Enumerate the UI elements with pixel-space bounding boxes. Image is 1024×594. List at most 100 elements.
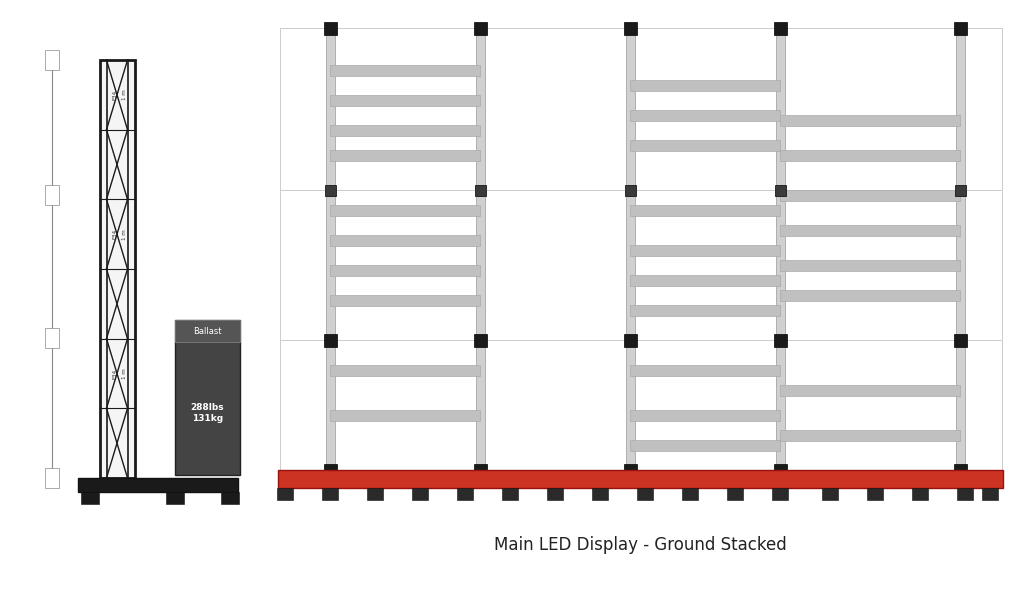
Bar: [330, 94, 480, 106]
Bar: [953, 21, 967, 34]
Bar: [955, 28, 965, 190]
Bar: [637, 488, 653, 500]
Text: F34: F34: [113, 90, 118, 100]
Bar: [45, 50, 59, 70]
Bar: [630, 440, 780, 450]
Bar: [322, 488, 338, 500]
Bar: [630, 140, 780, 150]
Bar: [630, 109, 780, 121]
Bar: [630, 245, 780, 255]
Bar: [473, 463, 486, 476]
Bar: [954, 185, 966, 195]
Bar: [624, 463, 637, 476]
Bar: [775, 190, 784, 340]
Bar: [474, 185, 485, 195]
Bar: [780, 429, 961, 441]
Bar: [626, 340, 635, 470]
Bar: [81, 492, 99, 504]
Bar: [330, 150, 480, 160]
Text: 288lbs
131kg: 288lbs 131kg: [190, 403, 224, 423]
Bar: [457, 488, 473, 500]
Bar: [547, 488, 563, 500]
Text: F34: F34: [113, 368, 118, 378]
Text: 1 m: 1 m: [123, 90, 128, 100]
Bar: [592, 488, 608, 500]
Bar: [630, 305, 780, 315]
Bar: [982, 488, 998, 500]
Bar: [774, 185, 785, 195]
Bar: [45, 328, 59, 348]
Bar: [278, 488, 293, 500]
Bar: [324, 333, 337, 346]
Bar: [45, 185, 59, 205]
Bar: [330, 295, 480, 305]
Bar: [682, 488, 698, 500]
Bar: [325, 185, 336, 195]
Bar: [330, 235, 480, 245]
Bar: [822, 488, 838, 500]
Bar: [772, 488, 788, 500]
Bar: [221, 492, 239, 504]
Bar: [867, 488, 883, 500]
Bar: [502, 488, 518, 500]
Bar: [630, 80, 780, 90]
Bar: [773, 333, 786, 346]
Bar: [324, 463, 337, 476]
Bar: [278, 470, 1002, 488]
Bar: [473, 21, 486, 34]
Bar: [630, 274, 780, 286]
Bar: [780, 115, 961, 125]
Bar: [780, 189, 961, 201]
Bar: [367, 488, 383, 500]
Bar: [780, 225, 961, 235]
Bar: [955, 190, 965, 340]
Bar: [780, 150, 961, 160]
Bar: [324, 21, 337, 34]
Bar: [953, 333, 967, 346]
Bar: [957, 488, 973, 500]
Text: 1 m: 1 m: [123, 368, 128, 379]
Text: Ballast: Ballast: [194, 327, 222, 336]
Bar: [624, 333, 637, 346]
Bar: [326, 190, 335, 340]
Bar: [773, 463, 786, 476]
Bar: [330, 264, 480, 276]
Bar: [175, 320, 240, 342]
Bar: [78, 478, 238, 492]
Text: 1 m: 1 m: [123, 229, 128, 239]
Bar: [330, 365, 480, 375]
Bar: [330, 65, 480, 75]
Bar: [780, 260, 961, 270]
Bar: [727, 488, 743, 500]
Bar: [630, 365, 780, 375]
Bar: [475, 340, 484, 470]
Bar: [626, 190, 635, 340]
Bar: [475, 28, 484, 190]
Text: F34: F34: [113, 229, 118, 239]
Bar: [912, 488, 928, 500]
Bar: [780, 289, 961, 301]
Bar: [780, 384, 961, 396]
Bar: [45, 468, 59, 488]
Bar: [175, 320, 240, 475]
Bar: [330, 409, 480, 421]
Bar: [99, 60, 134, 478]
Bar: [953, 463, 967, 476]
Bar: [473, 333, 486, 346]
Text: Main LED Display - Ground Stacked: Main LED Display - Ground Stacked: [494, 536, 786, 554]
Bar: [412, 488, 428, 500]
Bar: [775, 28, 784, 190]
Bar: [330, 204, 480, 216]
Bar: [475, 190, 484, 340]
Bar: [630, 204, 780, 216]
Bar: [626, 28, 635, 190]
Bar: [166, 492, 184, 504]
Bar: [630, 409, 780, 421]
Bar: [326, 340, 335, 470]
Bar: [773, 21, 786, 34]
Bar: [775, 340, 784, 470]
Bar: [326, 28, 335, 190]
Bar: [624, 21, 637, 34]
Bar: [625, 185, 636, 195]
Bar: [330, 125, 480, 135]
